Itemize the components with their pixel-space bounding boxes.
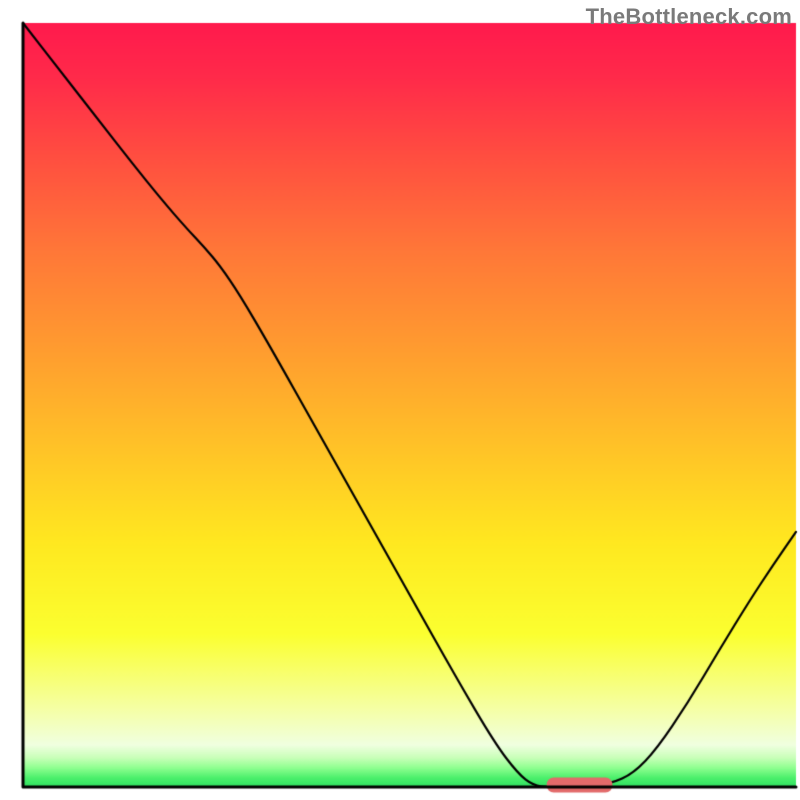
watermark-text: TheBottleneck.com bbox=[586, 4, 792, 30]
chart-container: TheBottleneck.com bbox=[0, 0, 800, 800]
bottleneck-chart-canvas bbox=[0, 0, 800, 800]
